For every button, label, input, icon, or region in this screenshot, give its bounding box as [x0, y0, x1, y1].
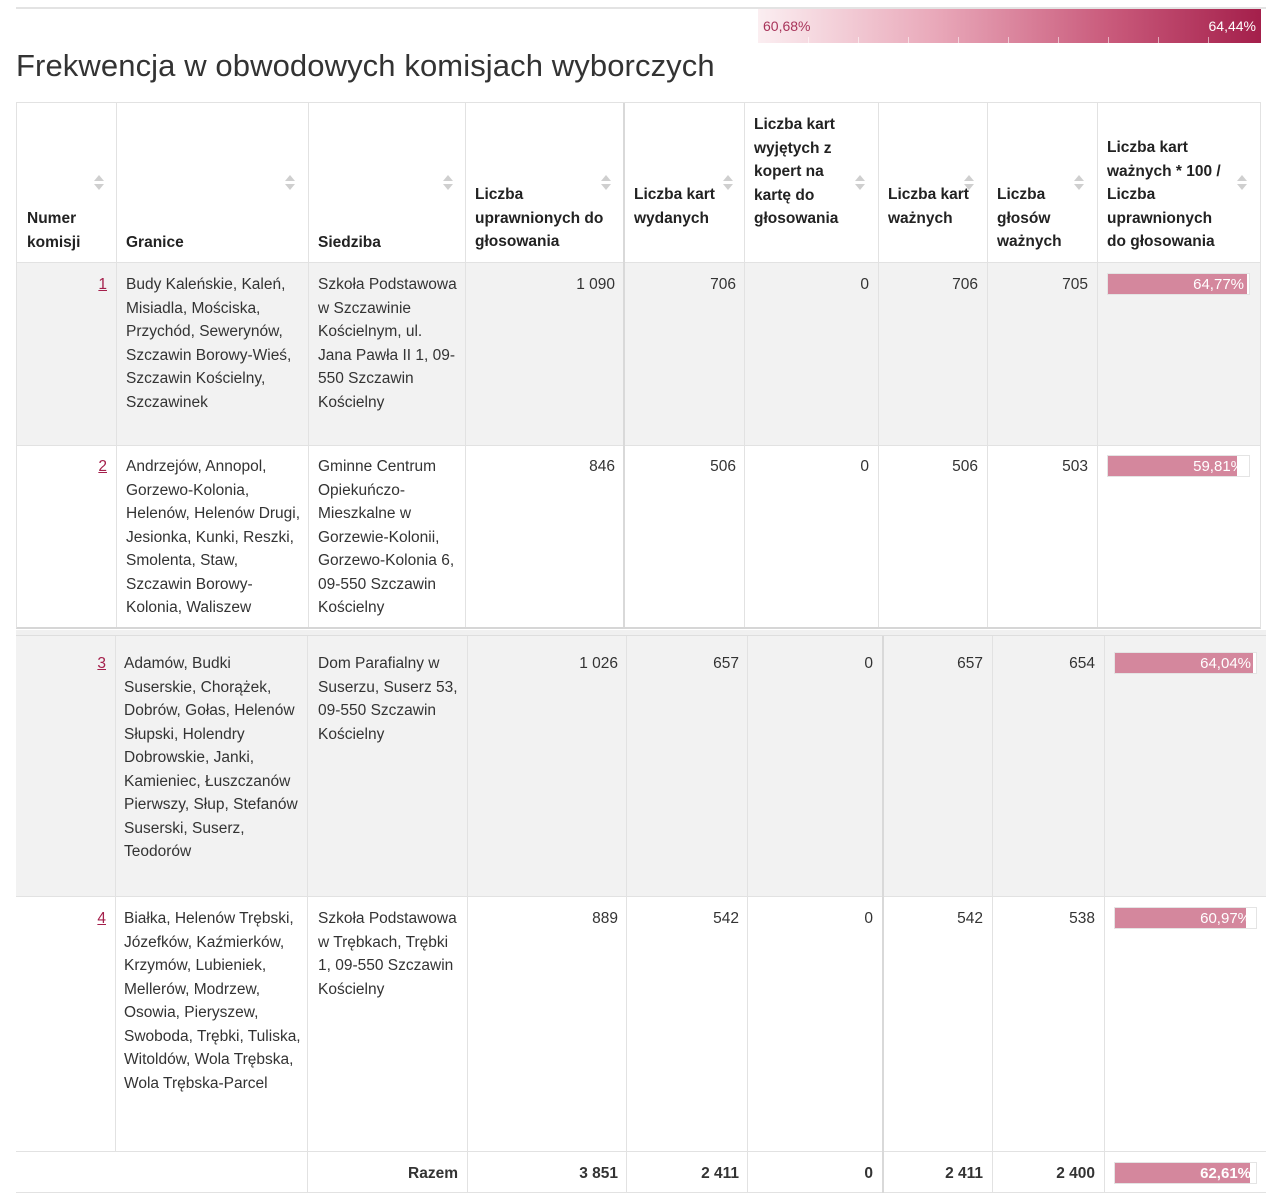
table-row-4-numer: 4: [26, 907, 106, 931]
table-row-2-numer: 2: [27, 455, 107, 479]
header-uprawnionych[interactable]: Liczba uprawnionych do głosowania: [475, 186, 604, 250]
table-row-1-waznych-kart: 706: [952, 276, 978, 293]
table-row-3-uprawnionych: 1 026: [579, 655, 618, 672]
table-row-1-numer: 1: [27, 273, 107, 297]
table-row-2-uprawnionych: 846: [589, 458, 615, 475]
sort-icon[interactable]: [443, 175, 453, 193]
table-row-1-granice: Budy Kaleńskie, Kaleń, Misiadla, Mościsk…: [126, 276, 292, 411]
table-row-3-waznych-kart: 657: [957, 655, 983, 672]
turnout-bar-label: 59,81%: [1193, 458, 1244, 475]
table-row-1-uprawnionych: 1 090: [576, 276, 615, 293]
sort-icon[interactable]: [285, 175, 295, 193]
total-waznych-glosow: 2 400: [1056, 1165, 1095, 1182]
table-row-4-waznych-glosow: 538: [1069, 910, 1095, 927]
header-glosow-waznych[interactable]: Liczba głosów ważnych: [997, 186, 1062, 250]
section-separator: [16, 630, 1266, 636]
turnout-bar-fill: [1115, 1163, 1250, 1183]
table-row-2-wyjetych: 0: [860, 458, 869, 475]
total-uprawnionych: 3 851: [579, 1165, 618, 1182]
header-kart-waznych[interactable]: Liczba kart ważnych: [888, 186, 969, 227]
header-frekwencja[interactable]: Liczba kart ważnych * 100 / Liczba upraw…: [1107, 139, 1221, 250]
row-divider: [17, 445, 1260, 446]
legend-min-label: 60,68%: [763, 18, 811, 34]
sort-icon[interactable]: [601, 175, 611, 193]
table-row-2-waznych-glosow: 503: [1062, 458, 1088, 475]
total-divider: [16, 1151, 1266, 1152]
table-row-2-granice: Andrzejów, Annopol, Gorzewo-Kolonia, Hel…: [126, 458, 301, 616]
total-label: Razem: [408, 1165, 458, 1182]
turnout-bar-label: 64,04%: [1200, 655, 1251, 672]
table-row-1-siedziba: Szkoła Podstawowa w Szczawinie Kościelny…: [318, 276, 457, 411]
table-section-bottom: 3 Adamów, Budki Suserskie, Chorążek, Dob…: [16, 636, 1266, 1193]
header-divider: [17, 262, 1260, 263]
turnout-bar-fill: [1108, 274, 1248, 294]
table-row-1-wyjetych: 0: [860, 276, 869, 293]
row-background-3: [16, 636, 1266, 896]
table-row-2-siedziba: Gminne Centrum Opiekuńczo-Mieszkalne w G…: [318, 458, 455, 616]
row-divider: [16, 896, 1266, 897]
table-row-4-wyjetych: 0: [864, 910, 873, 927]
header-numer-komisji[interactable]: Numer komisji: [27, 210, 81, 251]
table-bottom: [16, 1192, 1266, 1193]
sort-icon[interactable]: [1074, 175, 1084, 193]
turnout-bar: 59,81%: [1107, 455, 1250, 477]
table-row-4-siedziba: Szkoła Podstawowa w Trębkach, Trębki 1, …: [318, 910, 457, 998]
table-row-3-siedziba: Dom Parafialny w Suserzu, Suserz 53, 09-…: [318, 655, 458, 743]
table-row-3-wydanych: 657: [713, 655, 739, 672]
table-row-3-waznych-glosow: 654: [1069, 655, 1095, 672]
commission-link[interactable]: 4: [97, 910, 106, 927]
turnout-bar-label: 62,61%: [1200, 1165, 1251, 1182]
table-row-2-wydanych: 506: [710, 458, 736, 475]
turnout-bar: 64,77%: [1107, 273, 1250, 295]
table-row-1-wydanych: 706: [710, 276, 736, 293]
sort-icon[interactable]: [94, 175, 104, 193]
header-kart-wyjetych[interactable]: Liczba kart wyjętych z kopert na kartę d…: [754, 116, 839, 227]
commission-link[interactable]: 1: [98, 276, 107, 293]
table-row-3-wyjetych: 0: [864, 655, 873, 672]
total-wydanych: 2 411: [701, 1165, 739, 1182]
header-granice[interactable]: Granice: [126, 234, 184, 251]
total-waznych-kart: 2 411: [945, 1165, 983, 1182]
total-wyjetych: 0: [864, 1165, 873, 1182]
legend-ticks: [758, 37, 1261, 43]
table-row-4-uprawnionych: 889: [592, 910, 618, 927]
table-row-4-granice: Białka, Helenów Trębski, Józefków, Kaźmi…: [124, 910, 301, 1092]
turnout-bar-fill: [1115, 653, 1253, 673]
row-background-1: [17, 263, 1260, 445]
sort-icon[interactable]: [723, 175, 733, 193]
table-row-4-wydanych: 542: [713, 910, 739, 927]
turnout-bar-total: 62,61%: [1114, 1162, 1257, 1184]
table-row-2-waznych-kart: 506: [952, 458, 978, 475]
turnout-bar: 60,97%: [1114, 907, 1257, 929]
header-kart-wydanych[interactable]: Liczba kart wydanych: [634, 186, 715, 227]
commission-link[interactable]: 2: [98, 458, 107, 475]
sort-icon[interactable]: [855, 175, 865, 193]
commission-link[interactable]: 3: [97, 655, 106, 672]
turnout-bar-label: 60,97%: [1200, 910, 1251, 927]
turnout-bar-fill: [1108, 456, 1237, 476]
page-title: Frekwencja w obwodowych komisjach wyborc…: [16, 48, 715, 83]
sort-icon[interactable]: [1237, 175, 1247, 193]
header-siedziba[interactable]: Siedziba: [318, 234, 381, 251]
turnout-bar-fill: [1115, 908, 1247, 928]
turnout-bar: 64,04%: [1114, 652, 1257, 674]
legend-max-label: 64,44%: [1208, 18, 1256, 34]
table-section-top: Numer komisji Granice Siedziba Liczba up…: [16, 102, 1261, 629]
turnout-bar-label: 64,77%: [1193, 276, 1244, 293]
sort-icon[interactable]: [964, 175, 974, 193]
table-row-1-waznych-glosow: 705: [1062, 276, 1088, 293]
table-row-3-granice: Adamów, Budki Suserskie, Chorążek, Dobró…: [124, 655, 298, 860]
top-divider: [16, 7, 1266, 9]
table-row-4-waznych-kart: 542: [957, 910, 983, 927]
table-row-3-numer: 3: [26, 652, 106, 676]
turnout-color-legend: 60,68% 64,44%: [758, 9, 1261, 43]
